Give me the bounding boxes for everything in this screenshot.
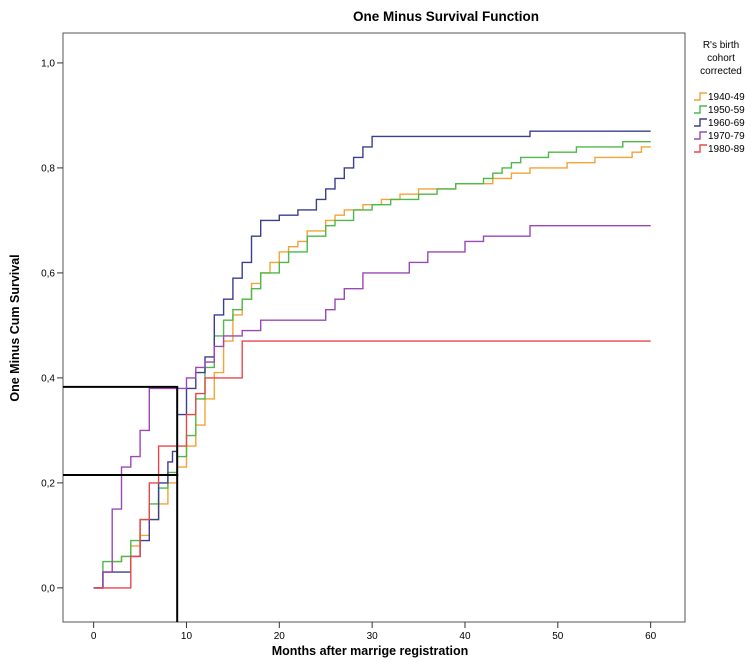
y-tick-label: 0,4 bbox=[41, 373, 55, 384]
series-line-1960-69 bbox=[93, 130, 651, 589]
legend-label: 1960-69 bbox=[708, 118, 745, 129]
plot-frame bbox=[62, 32, 686, 623]
legend-swatch bbox=[694, 144, 707, 153]
chart-title: One Minus Survival Function bbox=[353, 9, 539, 24]
legend-title-line: R's birth bbox=[703, 40, 739, 51]
x-tick-label: 50 bbox=[552, 631, 564, 642]
legend-title-line: cohort bbox=[707, 53, 735, 64]
series-line-1980-89 bbox=[93, 340, 651, 589]
legend-swatch bbox=[694, 92, 707, 101]
series-line-1950-59 bbox=[93, 141, 651, 589]
legend-entry: 1980-89 bbox=[694, 144, 745, 155]
legend-title-line: corrected bbox=[700, 66, 742, 77]
y-tick-label: 0,6 bbox=[41, 268, 55, 279]
x-tick-label: 20 bbox=[274, 631, 286, 642]
plot-area: 0 10 20 30 40 50 60 0,0 0,2 0,4 0,6 0,8 1,0 bbox=[41, 32, 686, 642]
legend-swatch bbox=[694, 118, 707, 127]
y-tick-label: 0,2 bbox=[41, 478, 55, 489]
legend-label: 1940-49 bbox=[708, 92, 745, 103]
legend: R's birth cohort corrected 1940-49 1950-… bbox=[694, 40, 745, 155]
x-tick-label: 10 bbox=[181, 631, 193, 642]
x-tick-label: 40 bbox=[459, 631, 471, 642]
y-tick-label: 0,0 bbox=[41, 583, 55, 594]
y-axis-title: One Minus Cum Survival bbox=[8, 254, 22, 401]
legend-swatch bbox=[694, 105, 707, 114]
legend-label: 1950-59 bbox=[708, 105, 745, 116]
y-tick-label: 1,0 bbox=[41, 58, 55, 69]
legend-entry: 1970-79 bbox=[694, 131, 745, 142]
x-tick-label: 30 bbox=[367, 631, 379, 642]
y-tick-label: 0,8 bbox=[41, 163, 55, 174]
x-axis-title: Months after marrige registration bbox=[272, 644, 469, 658]
legend-entry: 1940-49 bbox=[694, 92, 745, 103]
legend-entry: 1950-59 bbox=[694, 105, 745, 116]
x-tick-label: 0 bbox=[91, 631, 97, 642]
legend-label: 1970-79 bbox=[708, 131, 745, 142]
legend-entry: 1960-69 bbox=[694, 118, 745, 129]
legend-swatch bbox=[694, 131, 707, 140]
legend-label: 1980-89 bbox=[708, 144, 745, 155]
series-line-1970-79 bbox=[93, 225, 651, 589]
x-tick-label: 60 bbox=[645, 631, 657, 642]
